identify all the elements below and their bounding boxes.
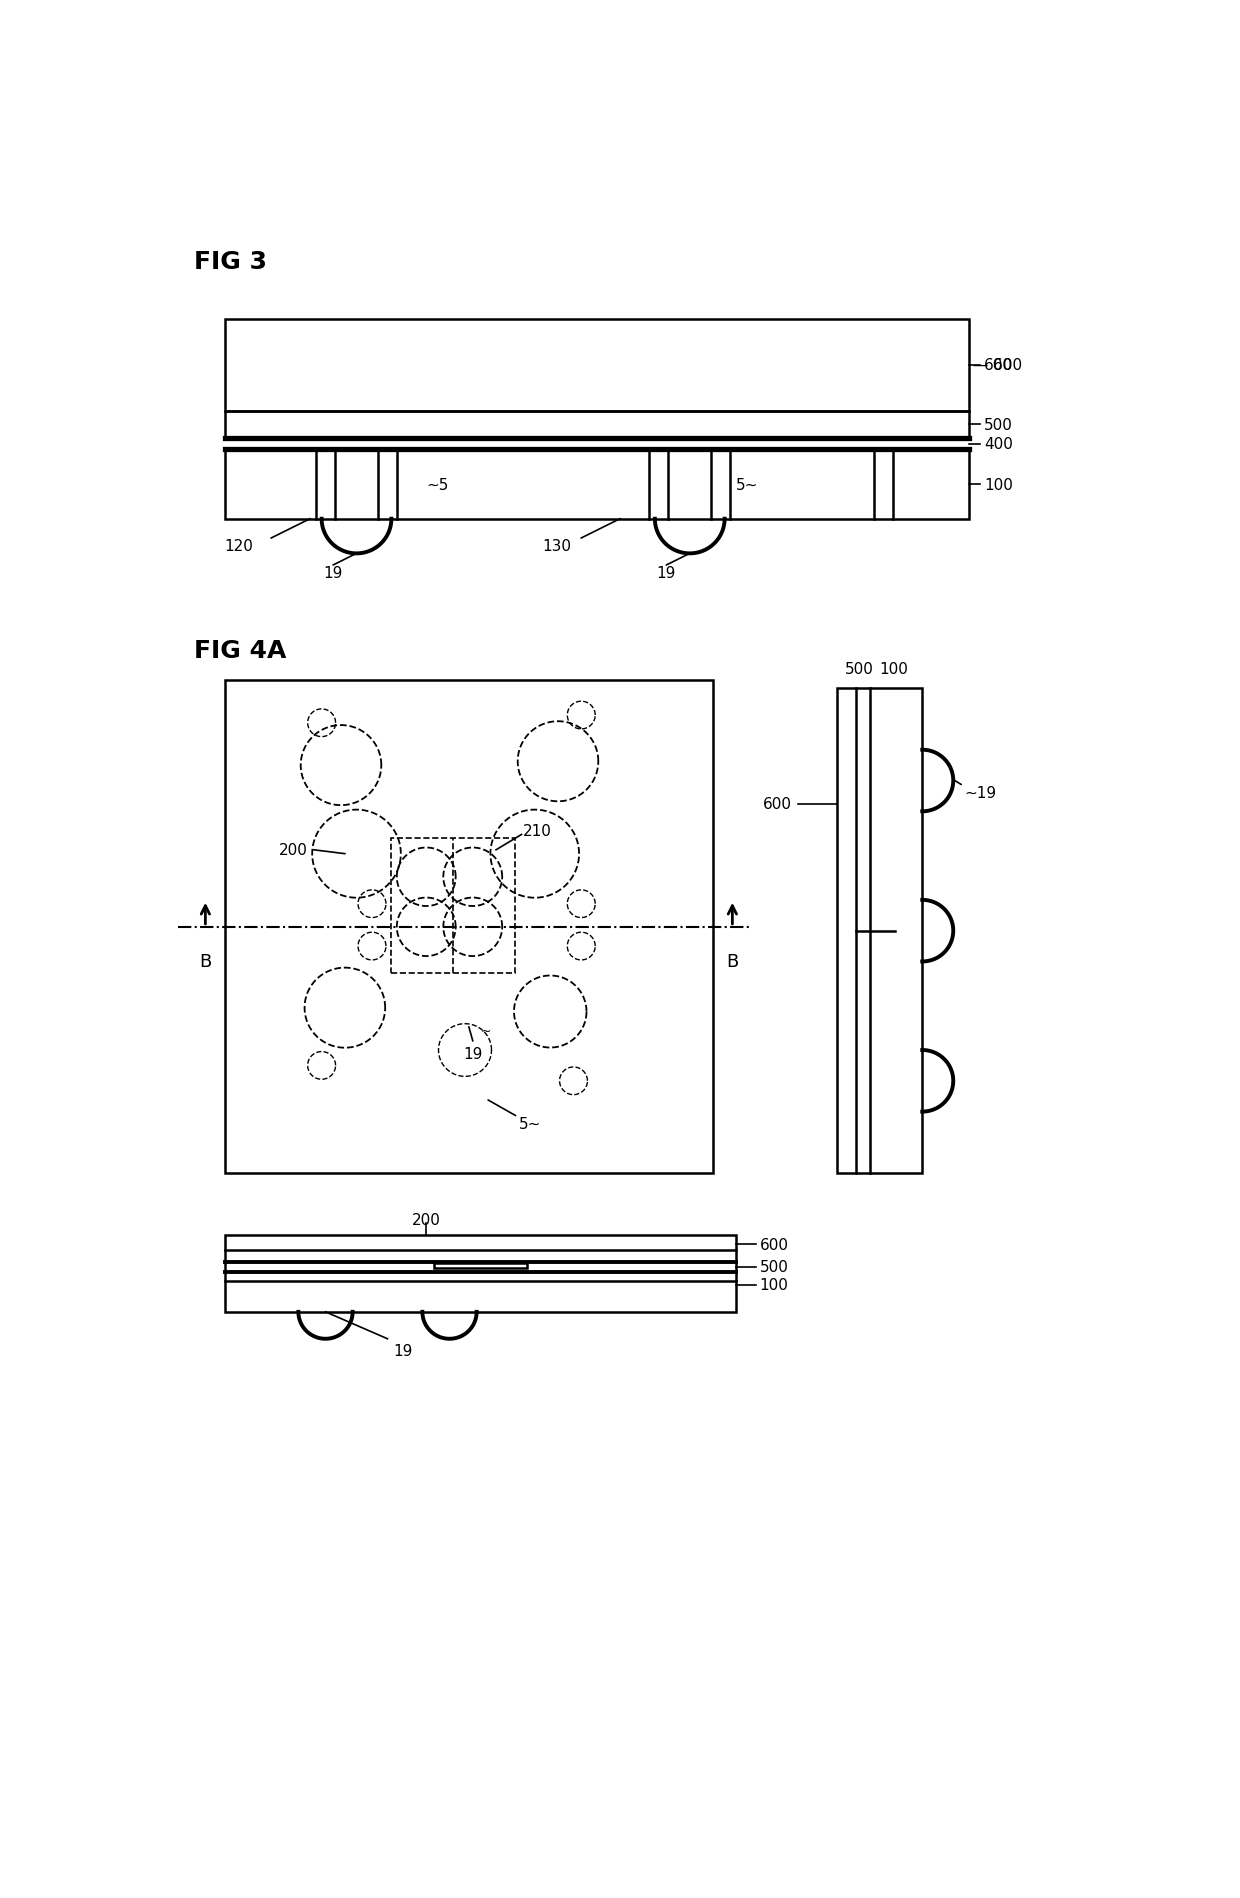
Text: 600: 600 <box>759 1237 789 1253</box>
Bar <box>434 1262 527 1268</box>
Text: 400: 400 <box>985 437 1013 452</box>
Text: 5∼: 5∼ <box>737 476 759 492</box>
Bar <box>837 689 923 1173</box>
Text: 100: 100 <box>879 662 909 678</box>
Text: 19: 19 <box>393 1344 413 1359</box>
Text: 100: 100 <box>759 1277 789 1293</box>
Bar <box>224 412 968 438</box>
Text: ∼: ∼ <box>481 1025 491 1038</box>
Bar <box>224 450 968 520</box>
Text: 200: 200 <box>412 1213 440 1228</box>
Text: — 600: — 600 <box>972 359 1022 374</box>
Text: 210: 210 <box>523 824 552 839</box>
Text: B: B <box>200 953 212 972</box>
Text: 130: 130 <box>543 539 572 554</box>
Text: 600: 600 <box>764 797 792 812</box>
Bar <box>392 839 516 974</box>
Text: ∼5: ∼5 <box>427 476 449 492</box>
Text: B: B <box>727 953 739 972</box>
Text: 500: 500 <box>759 1260 789 1275</box>
Text: 200: 200 <box>279 843 308 858</box>
Text: 600: 600 <box>985 359 1013 374</box>
Bar <box>224 1236 737 1312</box>
Text: FIG 4A: FIG 4A <box>193 638 286 662</box>
Text: ∼19: ∼19 <box>965 786 997 801</box>
Text: 19: 19 <box>324 566 343 581</box>
Text: FIG 3: FIG 3 <box>193 251 267 273</box>
Text: 120: 120 <box>224 539 254 554</box>
Bar <box>224 319 968 412</box>
Text: 100: 100 <box>985 476 1013 492</box>
Text: 19: 19 <box>657 566 676 581</box>
Bar <box>224 681 713 1173</box>
Text: 5∼: 5∼ <box>520 1116 542 1131</box>
Text: 500: 500 <box>844 662 874 678</box>
Text: 19: 19 <box>463 1048 482 1061</box>
Text: 500: 500 <box>985 418 1013 433</box>
